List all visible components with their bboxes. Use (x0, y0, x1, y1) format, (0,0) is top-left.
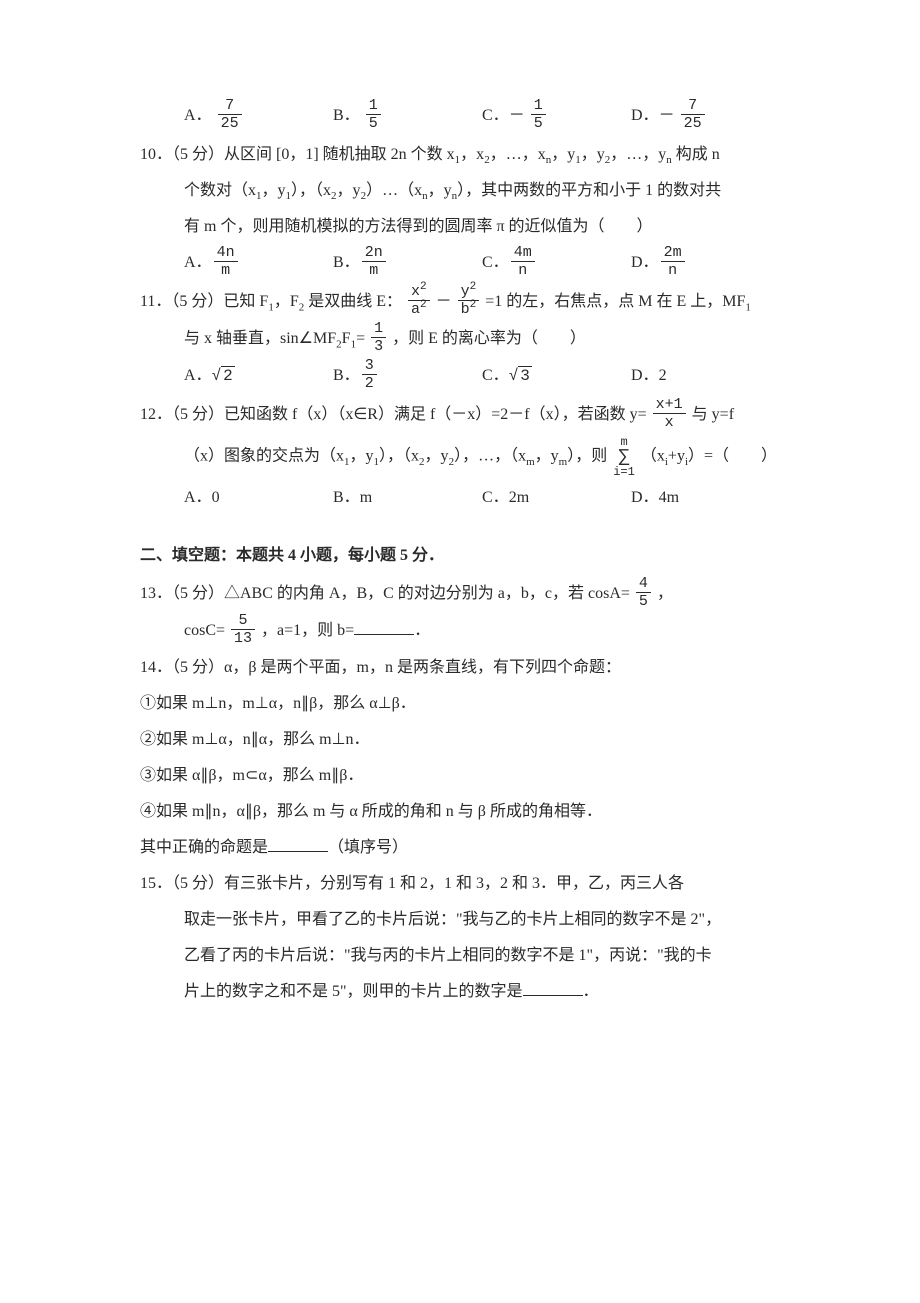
q9-opt-c: C．－ 15 (482, 100, 631, 133)
blank-input[interactable] (523, 981, 583, 996)
summation: m∑i=1 (613, 436, 635, 478)
q13-line2: cosC= 513 ，a=1，则 b=． (140, 615, 780, 648)
q11-line2: 与 x 轴垂直，sin∠MF2F1= 13 ，则 E 的离心率为（ ） (140, 323, 780, 356)
opt-label: C． (482, 107, 509, 124)
blank-input[interactable] (354, 620, 414, 635)
q14-p3: ③如果 α∥β，m⊂α，那么 m∥β． (140, 760, 780, 792)
q12-opt-a: A．0 (184, 482, 333, 514)
q14-p2: ②如果 m⊥α，n∥α，那么 m⊥n． (140, 724, 780, 756)
q9-opt-d: D．－ 725 (631, 100, 780, 133)
q10-line3: 有 m 个，则用随机模拟的方法得到的圆周率 π 的近似值为（ ） (140, 211, 780, 243)
q14-tail: 其中正确的命题是（填序号） (140, 832, 780, 864)
q15-l3: 乙看了丙的卡片后说："我与丙的卡片上相同的数字不是 1"，丙说："我的卡 (140, 940, 780, 972)
q12-line2: （x）图象的交点为（x1，y1），（x2，y2），…，（xm，ym），则 m∑i… (140, 436, 780, 478)
q10-opt-c: C．4mn (482, 247, 631, 280)
q11-opt-d: D．2 (631, 360, 780, 393)
fraction: 725 (681, 98, 705, 131)
q14-p4: ④如果 m∥n，α∥β，那么 m 与 α 所成的角和 n 与 β 所成的角相等． (140, 796, 780, 828)
q10-opt-d: D．2mn (631, 247, 780, 280)
q9-opt-a: A． 725 (184, 100, 333, 133)
q10-opt-b: B．2nm (333, 247, 482, 280)
q15-l4: 片上的数字之和不是 5"，则甲的卡片上的数字是． (140, 976, 780, 1008)
fraction: 725 (218, 98, 242, 131)
fraction: 15 (531, 98, 546, 131)
q11-opt-b: B．32 (333, 360, 482, 393)
fraction: y2 b2 (458, 284, 480, 317)
fraction: x2 a2 (408, 284, 430, 317)
q10-line1: 10．（5 分）从区间 [0，1] 随机抽取 2n 个数 x1，x2，…，xn，… (140, 139, 780, 171)
q10-options: A．4nm B．2nm C．4mn D．2mn (140, 247, 780, 280)
q15-l1: 15．（5 分）有三张卡片，分别写有 1 和 2，1 和 3，2 和 3．甲，乙… (140, 868, 780, 900)
q11-opt-a: A．√2 (184, 360, 333, 393)
q13-line1: 13．（5 分）△ABC 的内角 A，B，C 的对边分别为 a，b，c，若 co… (140, 578, 780, 611)
section2-title: 二、填空题：本题共 4 小题，每小题 5 分． (140, 540, 780, 572)
q12-opt-b: B．m (333, 482, 482, 514)
q9-options: A． 725 B． 15 C．－ 15 D．－ 725 (140, 100, 780, 133)
q9-opt-b: B． 15 (333, 100, 482, 133)
text: 10．（5 分）从区间 [0，1] 随机抽取 2n 个数 x (140, 146, 455, 163)
q10-line2: 个数对（x1，y1），（x2，y2）…（xn，yn），其中两数的平方和小于 1 … (140, 175, 780, 207)
q11-opt-c: C．√3 (482, 360, 631, 393)
q12-options: A．0 B．m C．2m D．4m (140, 482, 780, 514)
q12-opt-c: C．2m (482, 482, 631, 514)
q11-line1: 11．（5 分）已知 F1，F2 是双曲线 E： x2 a2 － y2 b2 =… (140, 286, 780, 319)
q11-options: A．√2 B．32 C．√3 D．2 (140, 360, 780, 393)
opt-label: B． (333, 107, 360, 124)
q15-l2: 取走一张卡片，甲看了乙的卡片后说："我与乙的卡片上相同的数字不是 2"， (140, 904, 780, 936)
opt-label: A． (184, 107, 212, 124)
q14-lead: 14．（5 分）α，β 是两个平面，m，n 是两条直线，有下列四个命题： (140, 652, 780, 684)
q12-line1: 12．（5 分）已知函数 f（x）（x∈R）满足 f（－x）=2－f（x），若函… (140, 399, 780, 432)
q14-p1: ①如果 m⊥n，m⊥α，n∥β，那么 α⊥β． (140, 688, 780, 720)
blank-input[interactable] (268, 837, 328, 852)
q10-opt-a: A．4nm (184, 247, 333, 280)
fraction: 15 (366, 98, 381, 131)
opt-label: D． (631, 107, 659, 124)
q12-opt-d: D．4m (631, 482, 780, 514)
